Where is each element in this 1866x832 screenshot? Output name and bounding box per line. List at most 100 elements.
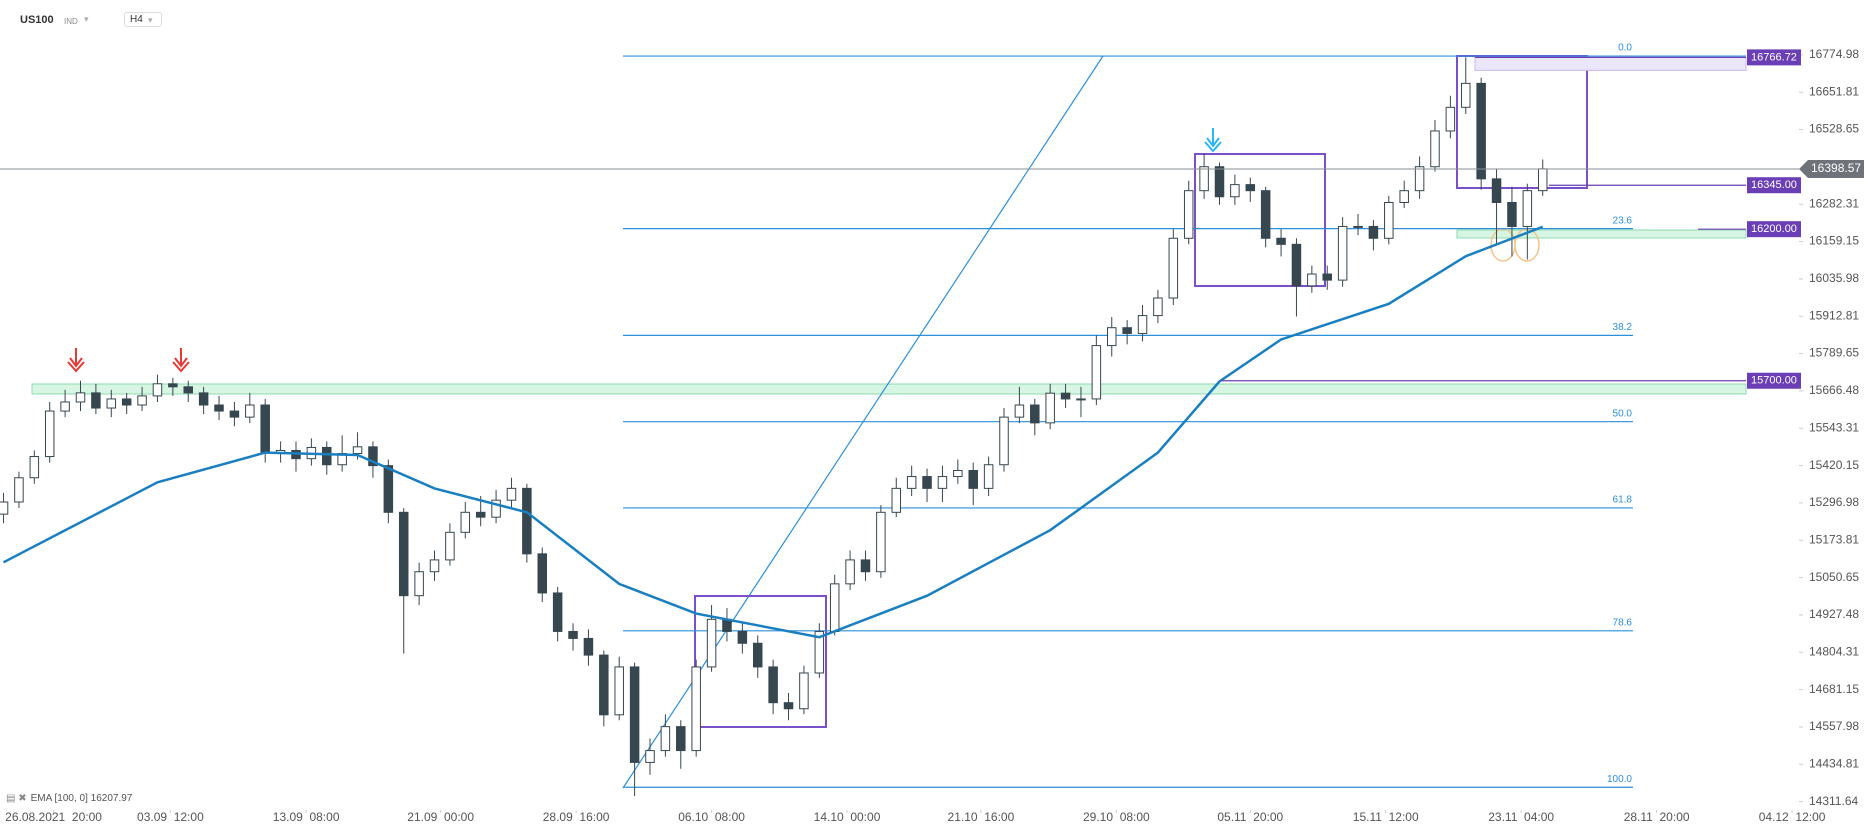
market-caret[interactable]: ▾	[84, 14, 89, 24]
candle-body	[876, 511, 886, 573]
arrow-down	[67, 348, 190, 373]
candle-body	[1337, 225, 1348, 281]
candle-body	[1060, 392, 1071, 400]
level-tag	[1747, 49, 1801, 66]
candle-body	[1507, 202, 1517, 227]
y-tick-label: 15296.98	[1809, 495, 1859, 509]
candle-body	[183, 386, 193, 394]
candle-body	[1045, 392, 1055, 424]
y-tick-label: 15050.65	[1809, 570, 1859, 584]
candle-body	[1076, 398, 1086, 401]
level-label: 16200.00	[1751, 223, 1797, 235]
candle-body	[198, 392, 209, 406]
x-tick-label: 14.10 00:00	[814, 810, 881, 824]
indicator-legend: ▤ ✖ EMA [100, 0] 16207.97	[6, 793, 132, 804]
candle-body	[398, 511, 409, 597]
candle-body	[1199, 166, 1209, 192]
candle-body	[429, 559, 440, 573]
candle-body	[368, 446, 378, 467]
y-tick-label: 16159.15	[1809, 234, 1859, 248]
level-tag	[1747, 177, 1801, 194]
y-tick-label: 14927.48	[1809, 607, 1859, 621]
candle-body	[1307, 273, 1317, 287]
candle-body	[983, 464, 994, 489]
candle-body	[614, 666, 624, 716]
candle-body	[91, 392, 101, 409]
candle-body	[860, 559, 871, 573]
y-tick-label: 16035.98	[1809, 271, 1859, 285]
timeframe[interactable]: H4	[124, 12, 162, 27]
y-tick-label: 15173.81	[1809, 532, 1859, 546]
candle-body	[676, 726, 686, 752]
indicator-icons[interactable]: ▤ ✖	[6, 793, 27, 804]
candle-body	[599, 654, 609, 716]
indicator-value: 16207.97	[90, 793, 133, 804]
y-tick-label: 15666.48	[1809, 383, 1859, 397]
candle-body	[1230, 184, 1240, 198]
timeframe-caret[interactable]: ▾	[148, 15, 153, 25]
candle-body	[1107, 327, 1117, 347]
candle-body	[137, 395, 147, 406]
candle-body	[522, 487, 532, 555]
candle-body	[152, 383, 163, 397]
candle-body	[1445, 106, 1456, 132]
candle-body	[245, 404, 255, 418]
candle-body	[737, 630, 748, 644]
candle-body	[829, 583, 840, 632]
candle-body	[475, 511, 486, 518]
candle-body	[1291, 243, 1302, 287]
candle-body	[814, 630, 825, 674]
y-tick-label: 16282.31	[1809, 196, 1859, 210]
candle-body	[537, 553, 548, 594]
candle-body	[414, 571, 424, 597]
range-box	[694, 595, 827, 728]
x-tick-label: 29.10 08:00	[1083, 810, 1150, 824]
candle-body	[229, 410, 240, 418]
y-tick-label: 15789.65	[1809, 346, 1859, 360]
candle-body	[799, 672, 809, 710]
y-tick-label: 14311.64	[1809, 794, 1858, 808]
y-tick-label: 14681.15	[1809, 682, 1859, 696]
candle-body	[1091, 345, 1102, 400]
fib-label: 61.8	[1613, 495, 1633, 506]
x-tick-label: 06.10 08:00	[678, 810, 745, 824]
x-tick-label: 21.09 00:00	[407, 810, 474, 824]
candle-body	[568, 630, 578, 639]
fib-label: 50.0	[1613, 408, 1633, 419]
x-tick-label: 15.11 12:00	[1353, 810, 1419, 824]
support-zone	[31, 383, 1747, 395]
candle-body	[75, 392, 86, 403]
candle-body	[891, 487, 902, 513]
fib-label: 0.0	[1618, 43, 1632, 54]
candle-body	[352, 446, 363, 455]
candle-body	[168, 383, 178, 388]
candle-body	[1137, 315, 1148, 334]
candle-body	[1153, 297, 1163, 317]
candle-body	[1245, 184, 1256, 192]
y-tick-label: 16774.98	[1809, 47, 1859, 61]
level-label: 16766.72	[1751, 51, 1797, 63]
candle-body	[1168, 237, 1179, 299]
candle-body	[583, 637, 594, 656]
symbol[interactable]: US100	[20, 14, 54, 26]
candle-body	[106, 398, 117, 409]
indicator-label: EMA [100, 0]	[30, 793, 88, 804]
candle-body	[552, 592, 563, 632]
candle-body	[1430, 130, 1440, 168]
candle-body	[999, 416, 1009, 466]
market[interactable]: IND	[64, 17, 78, 26]
support-zone	[1456, 229, 1747, 239]
x-tick-label: 21.10 16:00	[948, 810, 1015, 824]
candle-body	[706, 618, 717, 668]
candle-body	[445, 531, 455, 561]
x-tick-label: 28.11 20:00	[1624, 810, 1690, 824]
x-tick-label: 23.11 04:00	[1488, 810, 1554, 824]
candle-body	[953, 469, 963, 478]
candle-body	[1122, 327, 1132, 334]
candle-body	[383, 465, 394, 513]
y-tick-label: 14804.31	[1809, 644, 1859, 658]
y-tick-label: 14434.81	[1809, 756, 1859, 770]
candle-body	[922, 476, 932, 489]
